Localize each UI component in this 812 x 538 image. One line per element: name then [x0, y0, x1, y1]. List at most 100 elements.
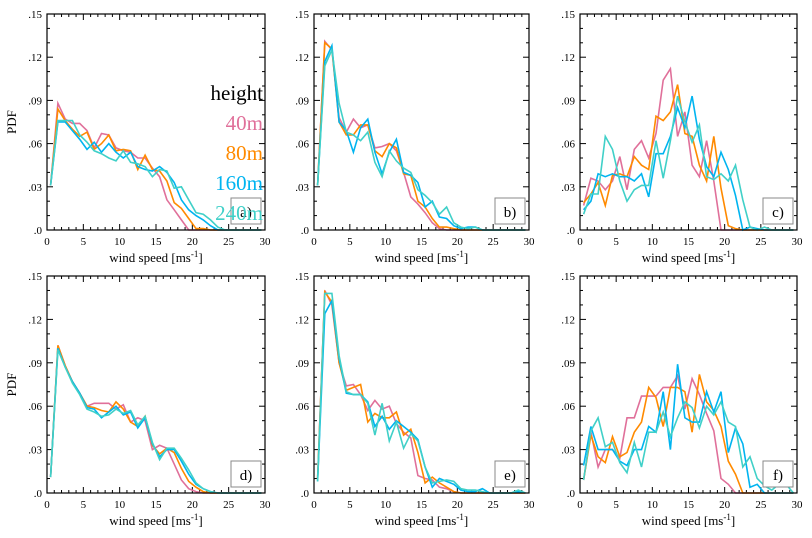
legend-title: height	[211, 81, 264, 105]
y-axis-title: PDF	[4, 373, 19, 397]
x-tick-label: 0	[577, 499, 583, 511]
series-line-40m	[49, 345, 262, 494]
y-tick-label: .06	[295, 401, 309, 413]
x-tick-label: 20	[719, 236, 731, 248]
y-tick-label: .12	[295, 314, 309, 326]
y-tick-label: .09	[295, 358, 309, 370]
panel-d: 0 5 10 15 20 25 30 .0 .03 .06 .09 .12 .15 wind speed …	[4, 271, 271, 528]
y-tick-label: .06	[561, 139, 575, 151]
y-tick-label: .12	[28, 52, 42, 64]
plot-frame	[46, 13, 266, 231]
x-tick-label: 15	[416, 499, 428, 511]
panel-label-box	[230, 460, 262, 488]
x-tick-label: 5	[347, 236, 353, 248]
legend-entry-80m: 80m	[226, 141, 263, 165]
x-tick-label: 15	[683, 499, 695, 511]
panel-label: b)	[504, 205, 517, 221]
x-tick-label: 20	[452, 499, 464, 511]
x-tick-label: 0	[577, 236, 583, 248]
y-tick-label: .0	[301, 225, 310, 237]
y-tick-label: .09	[295, 95, 309, 107]
y-tick-label: .03	[295, 182, 309, 194]
x-axis-title: wind speed [ms-1]	[109, 249, 202, 265]
y-tick-label: .15	[295, 271, 309, 283]
plot-frame	[46, 275, 266, 494]
x-tick-label: 25	[223, 236, 235, 248]
x-tick-label: 0	[311, 499, 317, 511]
x-tick-label: 20	[187, 236, 199, 248]
x-tick-label: 10	[647, 499, 659, 511]
panel-label: a)	[240, 205, 252, 221]
y-tick-label: .09	[28, 95, 42, 107]
y-tick-label: .06	[28, 139, 42, 151]
x-axis-title: wind speed [ms-1]	[375, 249, 468, 265]
plot-frame	[579, 275, 798, 494]
y-tick-label: .0	[567, 488, 576, 500]
y-tick-label: .03	[295, 445, 309, 457]
x-tick-label: 5	[81, 499, 87, 511]
x-tick-label: 30	[792, 499, 804, 511]
y-tick-label: .0	[567, 225, 576, 237]
panel-label: d)	[240, 468, 253, 484]
panel-a: 0 5 10 15 20 25 30 .0 .03 .06 .09 .12 .15 wind speed …	[4, 9, 271, 265]
panel-label-box	[494, 460, 526, 488]
x-tick-label: 25	[488, 236, 500, 248]
y-tick-label: .12	[561, 314, 575, 326]
x-tick-label: 30	[524, 236, 536, 248]
panel-label-box	[230, 197, 262, 225]
y-tick-label: .03	[28, 182, 42, 194]
series-line-160m	[49, 348, 262, 494]
panel-e: 0 5 10 15 20 25 30 .0 .03 .06 .09 .12 .15 wind speed …	[295, 271, 535, 528]
series-line-240m	[582, 95, 794, 231]
x-tick-label: 0	[311, 236, 317, 248]
panel-b: 0 5 10 15 20 25 30 .0 .03 .06 .09 .12 .15 wind speed …	[295, 9, 535, 265]
y-tick-label: .12	[28, 314, 42, 326]
panel-f: 0 5 10 15 20 25 30 .0 .03 .06 .09 .12 .15 wind speed …	[561, 271, 803, 528]
x-tick-label: 15	[151, 499, 163, 511]
series-line-240m	[49, 349, 262, 494]
panel-label-box	[762, 460, 794, 488]
x-tick-label: 20	[187, 499, 199, 511]
y-tick-label: .09	[28, 358, 42, 370]
x-tick-label: 5	[81, 236, 87, 248]
y-tick-label: .15	[28, 271, 42, 283]
x-axis-title: wind speed [ms-1]	[642, 512, 735, 528]
y-tick-label: .15	[561, 9, 575, 21]
y-tick-label: .15	[561, 271, 575, 283]
legend-entry-240m: 240m	[215, 201, 263, 225]
x-tick-label: 30	[260, 499, 272, 511]
plot-frame	[313, 275, 530, 494]
y-tick-label: .0	[34, 225, 43, 237]
y-tick-label: .03	[28, 445, 42, 457]
x-tick-label: 25	[223, 499, 235, 511]
legend-entry-40m: 40m	[226, 111, 263, 135]
x-tick-label: 10	[114, 499, 126, 511]
x-tick-label: 10	[380, 499, 392, 511]
y-tick-label: .12	[295, 52, 309, 64]
legend: height 40m 80m 160m 240m	[211, 81, 264, 225]
x-tick-label: 30	[792, 236, 804, 248]
x-tick-label: 5	[347, 499, 353, 511]
x-axis-title: wind speed [ms-1]	[375, 512, 468, 528]
series-line-240m	[316, 292, 526, 494]
x-tick-label: 25	[755, 499, 767, 511]
x-tick-label: 30	[524, 499, 536, 511]
y-tick-label: .06	[561, 401, 575, 413]
series-line-80m	[49, 345, 262, 494]
x-tick-label: 10	[647, 236, 659, 248]
y-tick-label: .15	[28, 9, 42, 21]
x-tick-label: 20	[452, 236, 464, 248]
panel-label: f)	[773, 468, 783, 484]
x-axis-title: wind speed [ms-1]	[642, 249, 735, 265]
y-tick-label: .12	[561, 52, 575, 64]
panel-label-box	[762, 197, 794, 225]
series-line-160m	[582, 364, 794, 494]
x-tick-label: 5	[613, 499, 619, 511]
y-tick-label: .06	[28, 401, 42, 413]
plot-frame	[579, 13, 798, 231]
x-tick-label: 10	[114, 236, 126, 248]
y-tick-label: .0	[301, 488, 310, 500]
x-tick-label: 0	[44, 499, 50, 511]
y-tick-label: .09	[561, 358, 575, 370]
